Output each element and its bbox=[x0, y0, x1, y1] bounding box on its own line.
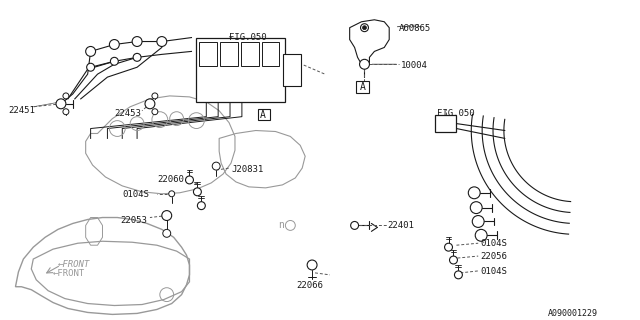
Circle shape bbox=[197, 202, 205, 210]
Circle shape bbox=[472, 216, 484, 228]
Bar bbox=[258, 109, 269, 120]
Text: 22066: 22066 bbox=[297, 281, 324, 290]
Bar bbox=[356, 81, 369, 93]
Text: 0104S: 0104S bbox=[122, 190, 149, 199]
Text: A: A bbox=[360, 82, 365, 92]
Circle shape bbox=[133, 53, 141, 61]
Circle shape bbox=[468, 187, 480, 199]
Text: 10004: 10004 bbox=[401, 61, 428, 70]
Text: 22451: 22451 bbox=[8, 106, 35, 115]
Text: A: A bbox=[260, 110, 266, 120]
Circle shape bbox=[63, 93, 69, 99]
Circle shape bbox=[454, 271, 462, 279]
Circle shape bbox=[186, 176, 193, 184]
Circle shape bbox=[110, 57, 118, 65]
Text: 22401: 22401 bbox=[387, 221, 414, 230]
Text: ←FRONT: ←FRONT bbox=[53, 269, 85, 278]
Circle shape bbox=[169, 191, 175, 197]
Circle shape bbox=[86, 46, 95, 56]
Polygon shape bbox=[349, 20, 389, 67]
Circle shape bbox=[145, 99, 155, 109]
Text: A090001229: A090001229 bbox=[547, 309, 597, 318]
Circle shape bbox=[360, 24, 369, 32]
Circle shape bbox=[56, 99, 66, 109]
Text: 22053: 22053 bbox=[120, 216, 147, 225]
Circle shape bbox=[86, 63, 95, 71]
Text: 22056: 22056 bbox=[480, 252, 507, 261]
Circle shape bbox=[63, 109, 69, 115]
Bar bbox=[284, 54, 301, 86]
Circle shape bbox=[212, 162, 220, 170]
Circle shape bbox=[470, 202, 482, 213]
Text: 22453: 22453 bbox=[115, 109, 141, 118]
Bar bbox=[435, 115, 456, 132]
Bar bbox=[220, 42, 238, 66]
Bar bbox=[241, 42, 259, 66]
Circle shape bbox=[307, 260, 317, 270]
Circle shape bbox=[163, 229, 171, 237]
Text: n: n bbox=[278, 220, 284, 230]
Text: 0104S: 0104S bbox=[480, 267, 507, 276]
Text: 0104S: 0104S bbox=[480, 239, 507, 248]
Circle shape bbox=[157, 36, 167, 46]
Text: 22060: 22060 bbox=[157, 175, 184, 184]
Circle shape bbox=[476, 229, 487, 241]
Bar bbox=[262, 42, 280, 66]
Text: J20831: J20831 bbox=[231, 165, 263, 174]
Circle shape bbox=[109, 40, 119, 49]
Text: FIG.050: FIG.050 bbox=[229, 33, 267, 42]
Text: FIG.050: FIG.050 bbox=[436, 109, 474, 118]
Text: ←FRONT: ←FRONT bbox=[58, 260, 90, 269]
Circle shape bbox=[132, 36, 142, 46]
Text: A60865: A60865 bbox=[399, 24, 431, 33]
Circle shape bbox=[193, 188, 202, 196]
Circle shape bbox=[162, 211, 172, 220]
Bar bbox=[200, 42, 217, 66]
Circle shape bbox=[360, 59, 369, 69]
Circle shape bbox=[152, 93, 158, 99]
Circle shape bbox=[445, 243, 452, 251]
Circle shape bbox=[152, 109, 158, 115]
Circle shape bbox=[351, 221, 358, 229]
Circle shape bbox=[362, 26, 367, 30]
Bar bbox=[196, 37, 285, 102]
Circle shape bbox=[449, 256, 458, 264]
